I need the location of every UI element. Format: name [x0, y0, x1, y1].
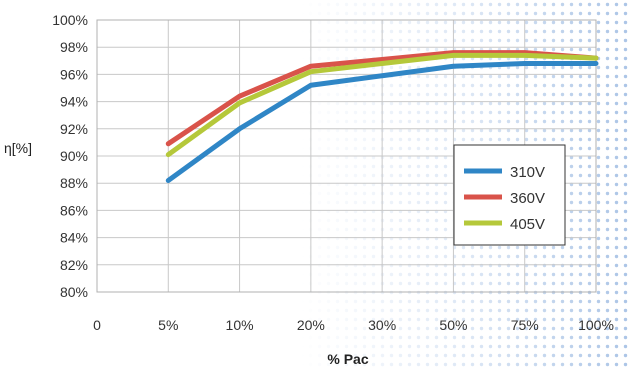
x-tick-label: 100% — [578, 317, 614, 333]
y-tick-label: 80% — [60, 284, 88, 300]
legend-label: 310V — [510, 164, 545, 181]
y-tick-label: 92% — [60, 121, 88, 137]
series-line-405v — [165, 52, 599, 158]
x-tick-label: 5% — [158, 317, 178, 333]
x-tick-label: 20% — [297, 317, 325, 333]
y-tick-label: 96% — [60, 66, 88, 82]
y-tick-label: 86% — [60, 202, 88, 218]
legend: 310V 360V 405V — [453, 144, 566, 246]
y-tick-label: 100% — [52, 12, 88, 28]
x-tick-label: 50% — [439, 317, 467, 333]
series-line-360v — [165, 50, 599, 147]
axes: 80% 82% 84% 86% 88% 90% 92% 94% 96% 98% 100% 0 5% 10%… — [52, 12, 614, 333]
grid — [96, 19, 597, 293]
y-tick-label: 88% — [60, 175, 88, 191]
x-tick-label: 0 — [93, 317, 101, 333]
legend-label: 405V — [510, 216, 545, 233]
y-tick-label: 90% — [60, 148, 88, 164]
x-tick-label: 75% — [511, 317, 539, 333]
y-tick-label: 98% — [60, 39, 88, 55]
series-line-310v — [165, 61, 599, 183]
plot-border — [96, 19, 597, 293]
x-axis-title: % Pac — [327, 351, 368, 367]
y-axis-title: η[%] — [4, 140, 32, 156]
y-tick-label: 94% — [60, 94, 88, 110]
y-tick-label: 82% — [60, 257, 88, 273]
x-tick-label: 30% — [368, 317, 396, 333]
legend-label: 360V — [510, 190, 545, 207]
series — [165, 50, 599, 183]
y-tick-label: 84% — [60, 230, 88, 246]
x-tick-label: 10% — [226, 317, 254, 333]
